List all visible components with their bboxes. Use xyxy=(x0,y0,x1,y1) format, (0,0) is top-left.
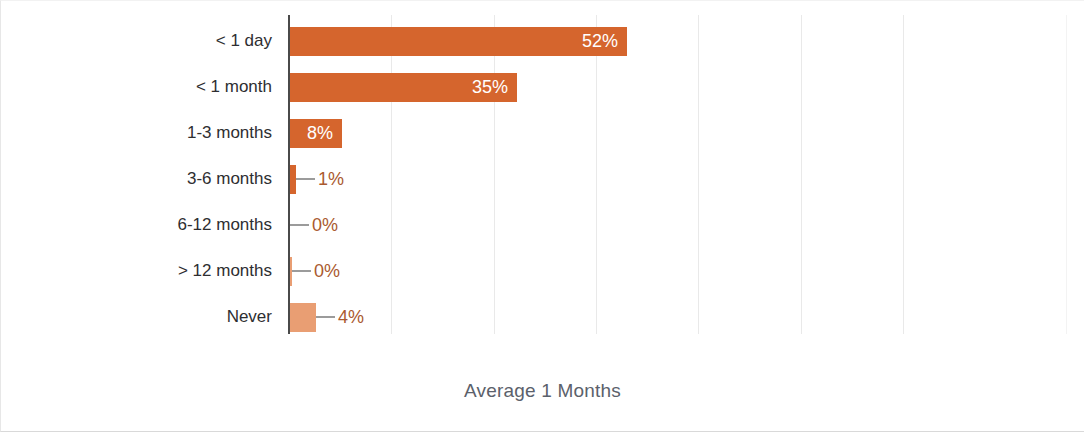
value-label: 1% xyxy=(318,170,344,188)
category-label: < 1 day xyxy=(216,31,272,51)
value-connector-line xyxy=(296,178,315,180)
chart-caption: Average 1 Months xyxy=(1,380,1084,402)
category-label: < 1 month xyxy=(196,77,272,97)
value-label: 35% xyxy=(472,78,517,96)
category-label: 6-12 months xyxy=(178,215,273,235)
value-connector-line xyxy=(290,224,309,226)
gridline xyxy=(903,15,904,334)
bar: 35% xyxy=(290,73,517,102)
gridline xyxy=(698,15,699,334)
plot-area-right-edge xyxy=(1066,15,1067,334)
value-label: 0% xyxy=(314,262,340,280)
value-label: 52% xyxy=(582,32,627,50)
bar-chart-plot: < 1 day 52% < 1 month 35% 1-3 months 8% 3-6 mo… xyxy=(1,1,1084,431)
category-label: > 12 months xyxy=(178,261,272,281)
gridline xyxy=(391,15,392,334)
gridline xyxy=(596,15,597,334)
category-label: 3-6 months xyxy=(187,169,272,189)
value-label: 0% xyxy=(312,216,338,234)
category-label: 1-3 months xyxy=(187,123,272,143)
gridline xyxy=(494,15,495,334)
value-label: 8% xyxy=(307,124,342,142)
response-time-chart-card: < 1 day 52% < 1 month 35% 1-3 months 8% 3-6 mo… xyxy=(0,0,1084,432)
category-label: Never xyxy=(227,307,272,327)
gridline xyxy=(801,15,802,334)
value-label: 4% xyxy=(338,308,364,326)
bar: 8% xyxy=(290,119,342,148)
bar: 52% xyxy=(290,27,627,56)
value-connector-line xyxy=(292,270,311,272)
value-connector-line xyxy=(316,316,335,318)
bar xyxy=(290,303,316,332)
